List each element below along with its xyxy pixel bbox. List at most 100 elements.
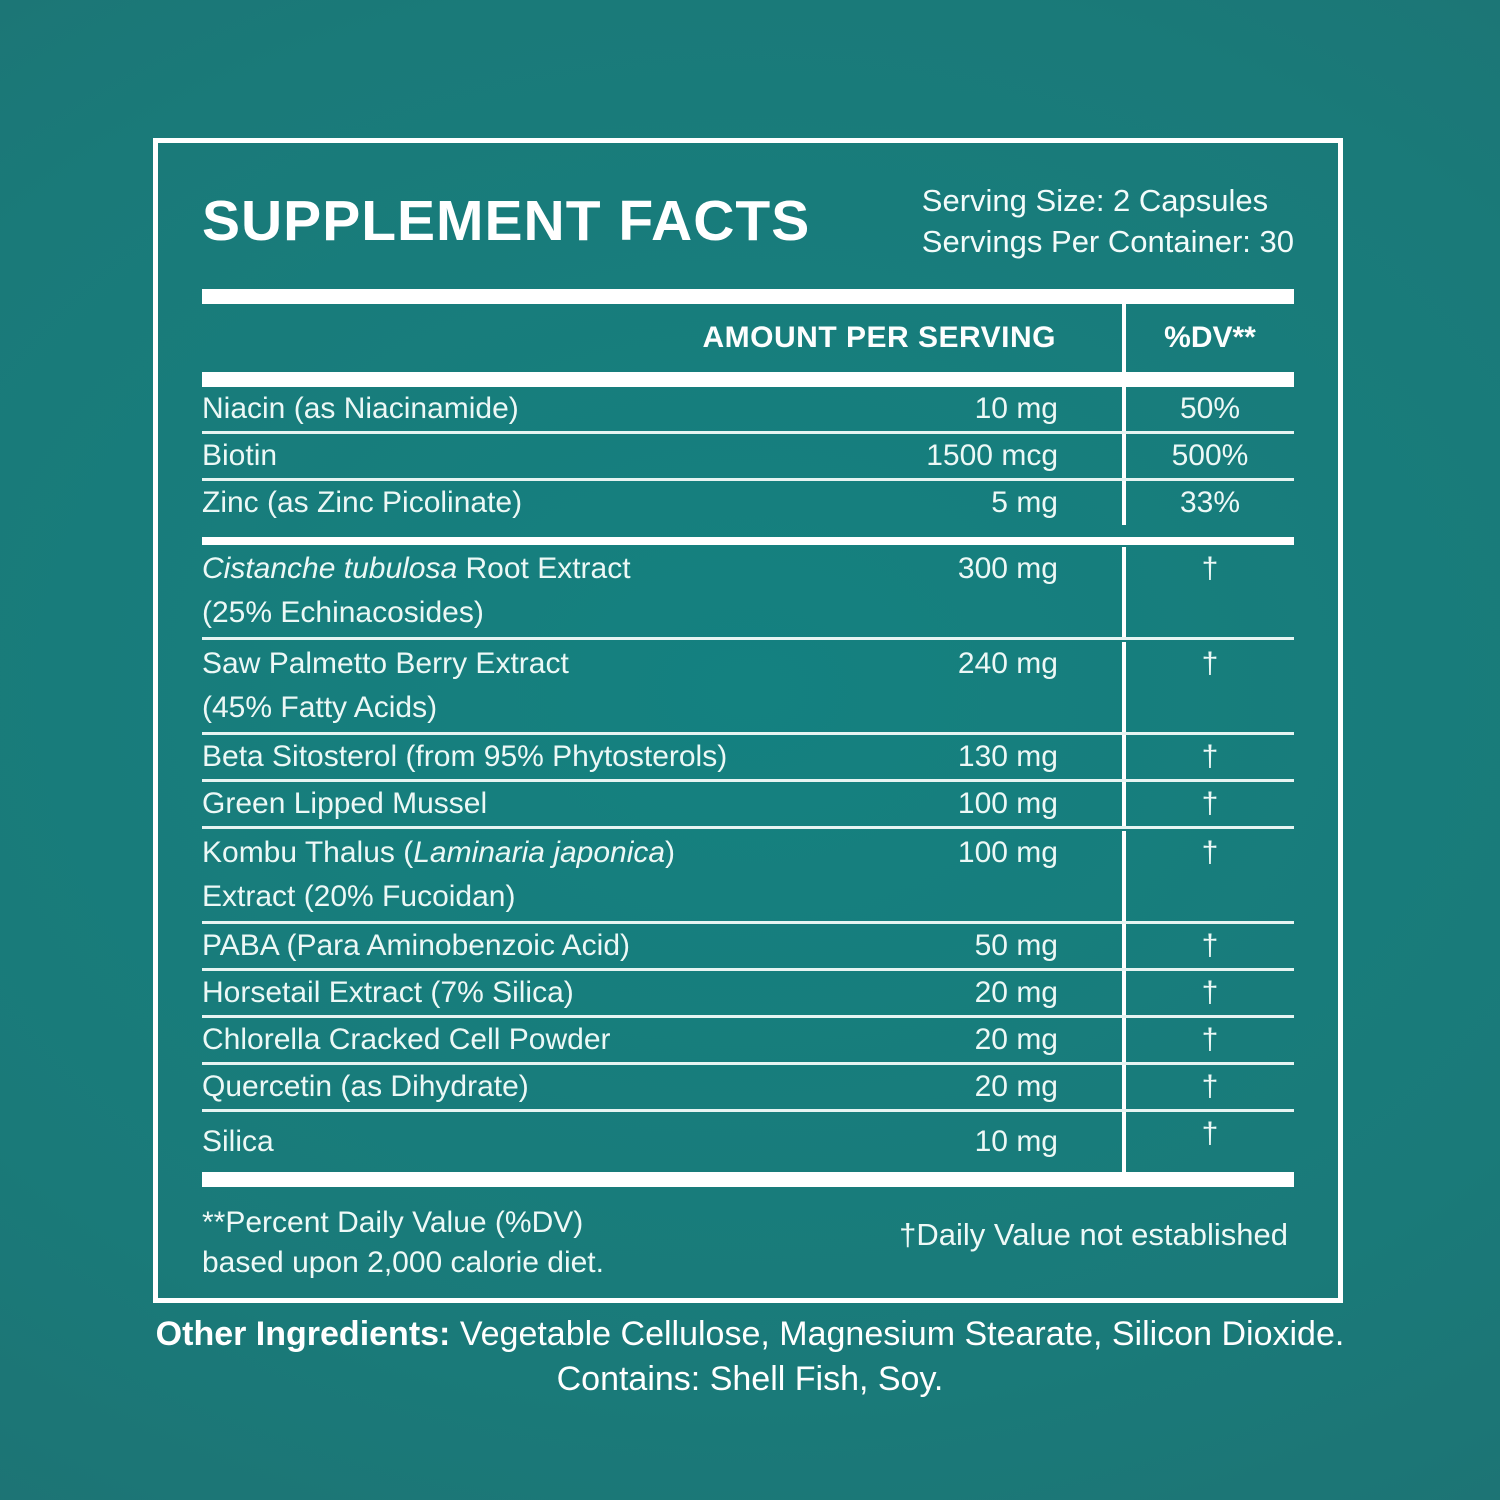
row-divider — [202, 826, 1294, 829]
dagger-footnote: †Daily Value not established — [899, 1217, 1288, 1252]
ingredient-amount: 1500 mcg — [926, 439, 1058, 472]
divider-bar-header — [202, 372, 1294, 387]
row-divider — [202, 478, 1294, 481]
ingredient-amount: 10 mg — [974, 392, 1058, 425]
table-row: Beta Sitosterol (from 95% Phytosterols) … — [202, 735, 1294, 779]
serving-size: Serving Size: 2 Capsules — [921, 183, 1269, 218]
other-ingredients-text: Vegetable Cellulose, Magnesium Stearate,… — [450, 1315, 1345, 1353]
table-row: Kombu Thalus (Laminaria japonica) Extract… — [202, 829, 1294, 921]
ingredient-amount: 100 mg — [957, 787, 1058, 820]
ingredient-dv: † — [1122, 831, 1294, 921]
other-ingredients-label: Other Ingredients: — [155, 1315, 451, 1353]
table-row: Quercetin (as Dihydrate) 20 mg † — [202, 1065, 1294, 1109]
ingredient-dv: † — [1122, 782, 1294, 826]
dv-footnote-line2: based upon 2,000 calorie diet. — [202, 1246, 604, 1279]
table-row: Silica 10 mg † — [202, 1112, 1294, 1172]
divider-bar-middle — [202, 537, 1294, 545]
row-spacer — [1058, 434, 1122, 478]
ingredient-amount: 5 mg — [991, 486, 1058, 519]
page-title: SUPPLEMENT FACTS — [202, 189, 811, 253]
row-divider — [202, 732, 1294, 735]
ingredient-dv: † — [1122, 642, 1294, 732]
row-divider — [202, 1015, 1294, 1018]
section-gap — [202, 525, 1294, 537]
row-divider — [202, 1109, 1294, 1112]
ingredient-amount: 20 mg — [974, 976, 1058, 1009]
row-spacer — [1058, 481, 1122, 525]
row-divider — [202, 637, 1294, 640]
ingredient-dv: † — [1122, 547, 1294, 637]
row-spacer — [1058, 782, 1122, 826]
extracts-section: Cistanche tubulosa Root Extract (25% Echi… — [202, 545, 1294, 1172]
ingredient-dv: † — [1122, 1018, 1294, 1062]
ingredient-name: Saw Palmetto Berry Extract (45% Fatty Aci… — [202, 647, 569, 724]
ingredient-name: Chlorella Cracked Cell Powder — [202, 1023, 611, 1056]
row-divider — [202, 779, 1294, 782]
ingredient-dv: 33% — [1122, 481, 1294, 525]
supplement-facts-panel: SUPPLEMENT FACTS Serving Size: 2 Capsule… — [153, 138, 1343, 1303]
row-spacer — [1058, 971, 1122, 1015]
ingredient-name: Niacin (as Niacinamide) — [202, 392, 519, 425]
ingredient-amount: 300 mg — [957, 552, 1058, 585]
ingredient-amount: 20 mg — [974, 1023, 1058, 1056]
table-row: Biotin 1500 mcg 500% — [202, 434, 1294, 478]
row-spacer — [1058, 1065, 1122, 1109]
table-row: Cistanche tubulosa Root Extract (25% Echi… — [202, 545, 1294, 637]
ingredient-name: Cistanche tubulosa Root Extract (25% Echi… — [202, 552, 631, 629]
ingredient-name: Quercetin (as Dihydrate) — [202, 1070, 529, 1103]
row-spacer — [1058, 547, 1122, 637]
column-header-dv: %DV** — [1122, 304, 1294, 372]
panel-header: SUPPLEMENT FACTS Serving Size: 2 Capsule… — [202, 143, 1294, 289]
table-row: Niacin (as Niacinamide) 10 mg 50% — [202, 387, 1294, 431]
ingredient-name: PABA (Para Aminobenzoic Acid) — [202, 929, 630, 962]
table-row: PABA (Para Aminobenzoic Acid) 50 mg † — [202, 924, 1294, 968]
ingredient-dv: † — [1122, 971, 1294, 1015]
row-divider — [202, 431, 1294, 434]
row-divider — [202, 921, 1294, 924]
row-spacer — [1058, 642, 1122, 732]
ingredient-dv: † — [1122, 924, 1294, 968]
row-divider — [202, 968, 1294, 971]
ingredient-amount: 20 mg — [974, 1070, 1058, 1103]
table-row: Green Lipped Mussel 100 mg † — [202, 782, 1294, 826]
column-header-amount: AMOUNT PER SERVING — [702, 321, 1056, 354]
ingredient-dv: 500% — [1122, 434, 1294, 478]
ingredient-name: Zinc (as Zinc Picolinate) — [202, 486, 523, 519]
divider-bar-top — [202, 289, 1294, 304]
ingredient-name: Green Lipped Mussel — [202, 787, 488, 820]
vitamins-section: Niacin (as Niacinamide) 10 mg 50% Biotin… — [202, 387, 1294, 525]
dv-footnote-line1: **Percent Daily Value (%DV) — [202, 1206, 584, 1239]
servings-per-container: Servings Per Container: 30 — [921, 224, 1294, 259]
row-spacer — [1058, 735, 1122, 779]
ingredient-amount: 240 mg — [957, 647, 1058, 680]
ingredient-name: Beta Sitosterol (from 95% Phytosterols) — [202, 740, 728, 773]
ingredient-amount: 10 mg — [974, 1125, 1058, 1158]
row-spacer — [1058, 831, 1122, 921]
row-divider — [202, 1062, 1294, 1065]
ingredient-amount: 50 mg — [974, 929, 1058, 962]
ingredient-name: Biotin — [202, 439, 278, 472]
row-spacer — [1058, 924, 1122, 968]
serving-info: Serving Size: 2 Capsules Servings Per Co… — [922, 180, 1294, 262]
other-ingredients: Other Ingredients: Vegetable Cellulose, … — [0, 1312, 1500, 1402]
ingredient-name: Silica — [202, 1125, 274, 1158]
table-row: Chlorella Cracked Cell Powder 20 mg † — [202, 1018, 1294, 1062]
row-spacer — [1058, 1018, 1122, 1062]
ingredient-amount: 130 mg — [957, 740, 1058, 773]
table-row: Saw Palmetto Berry Extract (45% Fatty Aci… — [202, 640, 1294, 732]
ingredient-dv: 50% — [1122, 387, 1294, 431]
divider-bar-bottom — [202, 1172, 1294, 1187]
contains-line: Contains: Shell Fish, Soy. — [556, 1360, 944, 1398]
ingredient-name: Kombu Thalus (Laminaria japonica) Extract… — [202, 836, 676, 913]
row-spacer — [1058, 1112, 1122, 1172]
table-row: Zinc (as Zinc Picolinate) 5 mg 33% — [202, 481, 1294, 525]
table-row: Horsetail Extract (7% Silica) 20 mg † — [202, 971, 1294, 1015]
row-spacer — [1058, 387, 1122, 431]
other-ingredients-line: Other Ingredients: Vegetable Cellulose, … — [0, 1312, 1500, 1357]
dv-footnote: **Percent Daily Value (%DV) based upon 2… — [202, 1203, 604, 1283]
table-column-headers: AMOUNT PER SERVING %DV** — [202, 304, 1294, 372]
ingredient-dv: † — [1122, 1112, 1294, 1172]
ingredient-name: Horsetail Extract (7% Silica) — [202, 976, 574, 1009]
footnotes: **Percent Daily Value (%DV) based upon 2… — [202, 1187, 1294, 1283]
ingredient-dv: † — [1122, 735, 1294, 779]
